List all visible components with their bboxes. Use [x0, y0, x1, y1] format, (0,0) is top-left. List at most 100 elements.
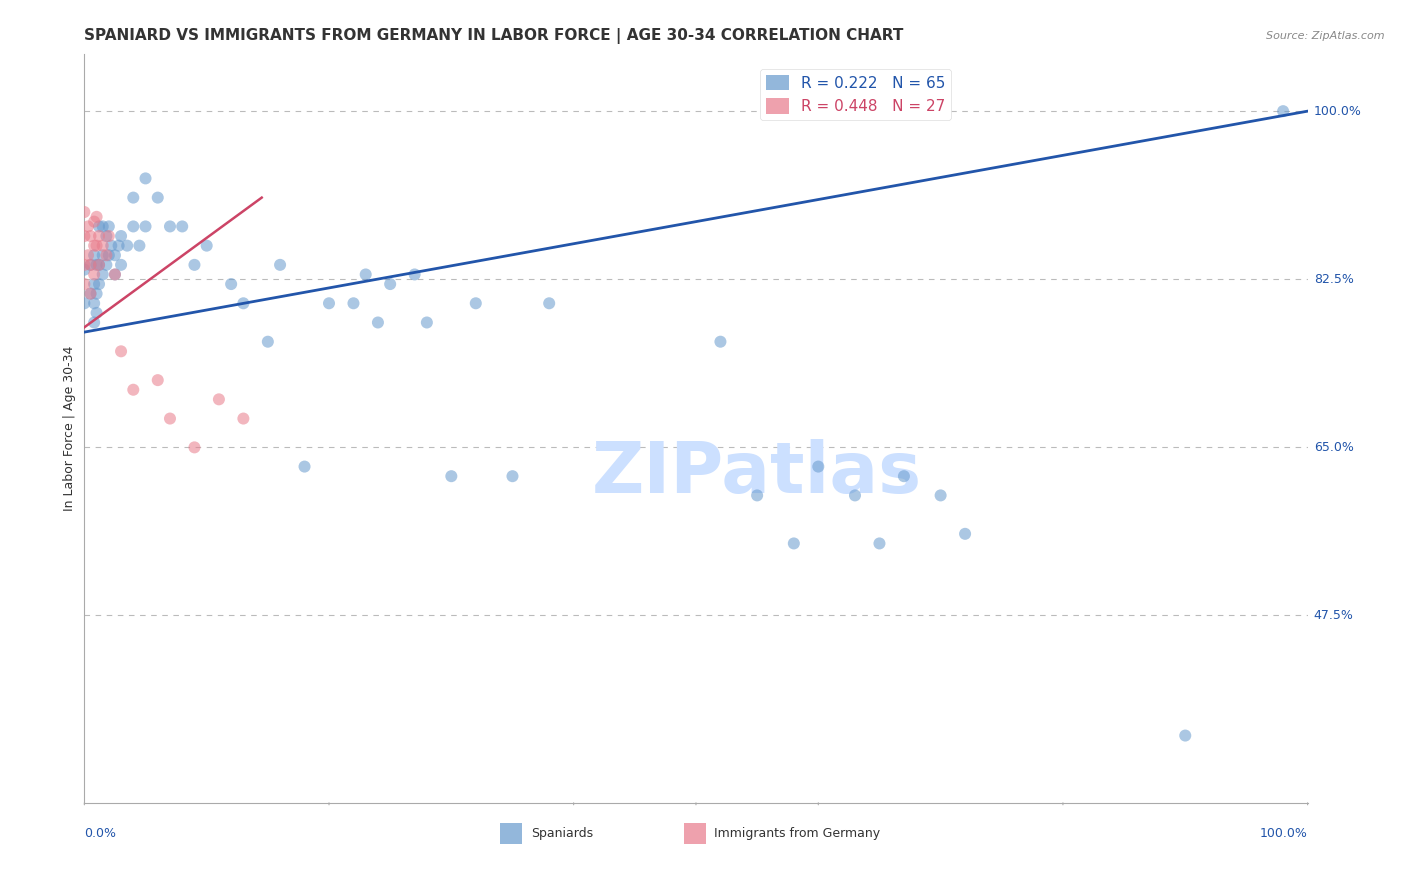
Text: ZIPatlas: ZIPatlas [592, 439, 922, 508]
Point [100, 238, 122, 252]
Point [159, 219, 181, 234]
Point [79, 258, 101, 272]
Point [91, 268, 114, 282]
Point [96, 229, 118, 244]
Point [73, 296, 96, 310]
Point [110, 344, 132, 359]
Point [86, 258, 108, 272]
Text: Immigrants from Germany: Immigrants from Germany [714, 827, 880, 840]
Text: 0.0%: 0.0% [84, 827, 117, 839]
Text: Spaniards: Spaniards [531, 827, 593, 840]
Point [869, 536, 891, 550]
Point [146, 373, 169, 387]
Text: Source: ZipAtlas.com: Source: ZipAtlas.com [1267, 31, 1385, 41]
Text: SPANIARD VS IMMIGRANTS FROM GERMANY IN LABOR FORCE | AGE 30-34 CORRELATION CHART: SPANIARD VS IMMIGRANTS FROM GERMANY IN L… [84, 28, 904, 44]
Point [97, 219, 120, 234]
Y-axis label: In Labor Force | Age 30-34: In Labor Force | Age 30-34 [63, 345, 76, 511]
Point [183, 258, 205, 272]
Point [87, 219, 110, 234]
Bar [683, 822, 706, 844]
Point [318, 296, 340, 310]
Legend: R = 0.222   N = 65, R = 0.448   N = 27: R = 0.222 N = 65, R = 0.448 N = 27 [759, 69, 952, 120]
Point [79, 258, 101, 272]
Point [128, 238, 150, 252]
Point [208, 392, 231, 407]
Point [404, 268, 426, 282]
Point [219, 277, 242, 291]
Point [73, 258, 96, 272]
Point [929, 488, 952, 502]
Point [416, 316, 439, 330]
Point [342, 296, 364, 310]
Point [844, 488, 866, 502]
Point [104, 268, 127, 282]
Point [79, 286, 101, 301]
Point [79, 229, 101, 244]
Point [83, 277, 105, 291]
Point [83, 214, 105, 228]
Point [1272, 104, 1295, 119]
Point [87, 277, 110, 291]
Point [440, 469, 463, 483]
Point [97, 229, 120, 244]
Point [135, 219, 157, 234]
Point [135, 171, 157, 186]
Point [86, 306, 108, 320]
Point [502, 469, 524, 483]
Point [232, 411, 254, 425]
Point [709, 334, 731, 349]
Point [122, 383, 145, 397]
Point [104, 248, 127, 262]
Point [73, 229, 96, 244]
Point [893, 469, 915, 483]
Point [73, 262, 96, 277]
Point [183, 441, 205, 455]
Point [87, 258, 110, 272]
Point [77, 248, 100, 262]
Point [232, 296, 254, 310]
Point [86, 286, 108, 301]
Bar [501, 822, 522, 844]
Point [367, 316, 389, 330]
Point [83, 316, 105, 330]
Point [807, 459, 830, 474]
Point [195, 238, 218, 252]
Text: 47.5%: 47.5% [1313, 609, 1354, 622]
Point [380, 277, 402, 291]
Point [87, 258, 110, 272]
Point [104, 268, 127, 282]
Point [83, 296, 105, 310]
Point [77, 219, 100, 234]
Point [1174, 729, 1197, 743]
Point [91, 248, 114, 262]
Point [96, 248, 118, 262]
Point [953, 526, 976, 541]
Point [83, 268, 105, 282]
Point [97, 248, 120, 262]
Point [83, 248, 105, 262]
Point [91, 238, 114, 252]
Point [73, 277, 96, 291]
Point [87, 229, 110, 244]
Text: 100.0%: 100.0% [1313, 104, 1361, 118]
Point [294, 459, 316, 474]
Point [107, 238, 129, 252]
Point [464, 296, 486, 310]
Point [91, 219, 114, 234]
Point [538, 296, 561, 310]
Point [257, 334, 280, 349]
Point [122, 219, 145, 234]
Point [159, 411, 181, 425]
Point [79, 286, 101, 301]
Point [110, 229, 132, 244]
Point [122, 191, 145, 205]
Point [115, 238, 138, 252]
Point [783, 536, 806, 550]
Point [96, 258, 118, 272]
Point [73, 205, 96, 219]
Point [110, 258, 132, 272]
Text: 65.0%: 65.0% [1313, 441, 1354, 454]
Point [86, 238, 108, 252]
Point [83, 238, 105, 252]
Point [747, 488, 769, 502]
